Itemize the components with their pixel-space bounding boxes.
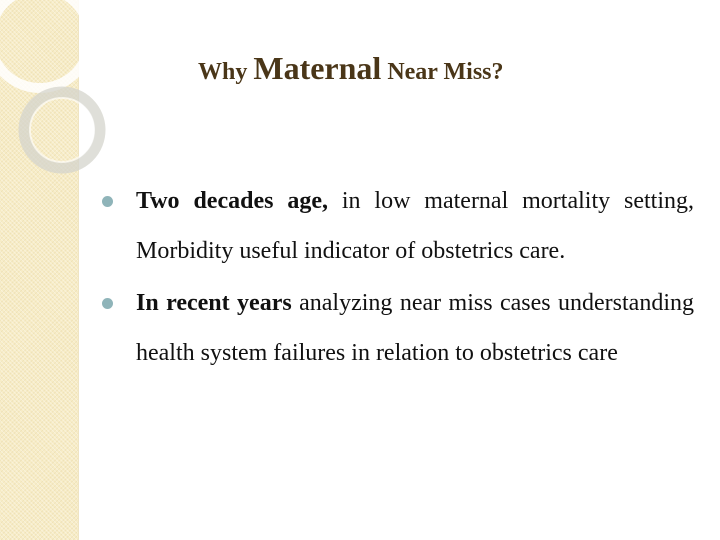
title-part-near-miss: Near Miss? (381, 59, 504, 85)
bullet-item-1: Two decades age, in low maternal mortali… (102, 176, 694, 276)
side-band-edge (78, 0, 79, 540)
bullet-1-bold-text: Two decades age, (136, 188, 328, 214)
slide-title: Why Maternal Near Miss? (198, 52, 504, 84)
bullet-dot-icon (102, 298, 113, 309)
bullet-2-bold-text: In recent years (136, 290, 292, 316)
bullet-dot-icon (102, 196, 113, 207)
bullet-item-2: In recent years analyzing near miss case… (102, 278, 694, 378)
bullet-1-text: in low maternal mortality setting, Morbi… (136, 188, 695, 264)
title-part-maternal: Maternal (253, 50, 382, 86)
bullet-2-text: analyzing near miss cases understanding … (136, 290, 694, 366)
title-part-why: Why (198, 59, 254, 85)
bullet-list: Two decades age, in low maternal mortali… (102, 176, 694, 378)
decorative-circles (0, 0, 106, 174)
